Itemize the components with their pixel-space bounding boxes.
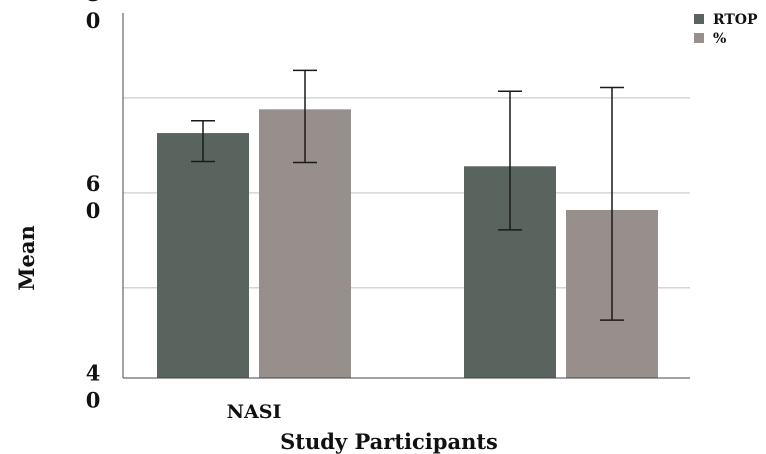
legend-label-1: RTOP bbox=[713, 12, 758, 28]
y-tick-labels: 80 60 40 bbox=[86, 0, 101, 413]
legend: RTOP% bbox=[694, 12, 758, 47]
x-axis-title: Study Participants bbox=[280, 429, 498, 454]
y-axis-title: Mean bbox=[14, 225, 39, 290]
bars bbox=[157, 109, 658, 379]
error-bars bbox=[191, 69, 624, 321]
x-tick-labels: NASI bbox=[227, 401, 282, 423]
x-tick-label-1: NASI bbox=[227, 401, 282, 423]
y-tick-label-80: 80 bbox=[86, 0, 101, 33]
axes bbox=[122, 13, 690, 379]
legend-swatch-2 bbox=[694, 33, 704, 43]
legend-label-2: % bbox=[713, 31, 726, 47]
bar-1-1 bbox=[157, 133, 249, 378]
legend-swatch-1 bbox=[694, 14, 704, 24]
